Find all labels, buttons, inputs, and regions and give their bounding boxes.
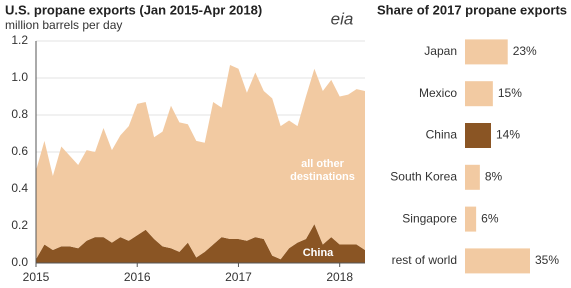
y-tick-label: 0.2 — [11, 218, 28, 232]
value-label: 15% — [498, 86, 522, 100]
y-tick-label: 1.2 — [11, 33, 28, 47]
y-tick-label: 0.6 — [11, 144, 28, 158]
y-tick-label: 1.0 — [11, 70, 28, 84]
category-label: Japan — [424, 44, 457, 58]
category-label: Mexico — [419, 86, 457, 100]
chart-title: Share of 2017 propane exports — [377, 2, 567, 17]
category-label: South Korea — [390, 169, 457, 183]
y-tick-label: 0.0 — [11, 255, 28, 269]
area — [36, 65, 365, 260]
y-tick-label: 0.4 — [11, 181, 28, 195]
x-tick-label: 2016 — [124, 270, 151, 284]
value-label: 23% — [513, 44, 537, 58]
x-tick-label: 2017 — [225, 270, 252, 284]
series-label: China — [302, 247, 334, 259]
value-label: 14% — [496, 128, 520, 142]
x-tick-label: 2015 — [23, 270, 50, 284]
value-label: 6% — [481, 211, 499, 225]
value-label: 8% — [485, 169, 503, 183]
series-label: all other destinations — [290, 158, 355, 183]
area — [36, 224, 365, 263]
bar — [465, 39, 508, 65]
category-label: Singapore — [402, 211, 457, 225]
logo: eia — [331, 9, 354, 28]
value-label: 35% — [535, 253, 559, 267]
bar — [465, 164, 480, 190]
bar — [465, 206, 477, 232]
category-label: China — [426, 128, 458, 142]
category-label: rest of world — [392, 253, 457, 267]
chart-subtitle: million barrels per day — [5, 18, 122, 32]
chart-title: U.S. propane exports (Jan 2015-Apr 2018) — [5, 2, 262, 17]
x-tick-label: 2018 — [326, 270, 353, 284]
bar — [465, 123, 491, 148]
bar — [465, 81, 493, 107]
y-tick-label: 0.8 — [11, 107, 28, 121]
bar — [465, 248, 530, 274]
